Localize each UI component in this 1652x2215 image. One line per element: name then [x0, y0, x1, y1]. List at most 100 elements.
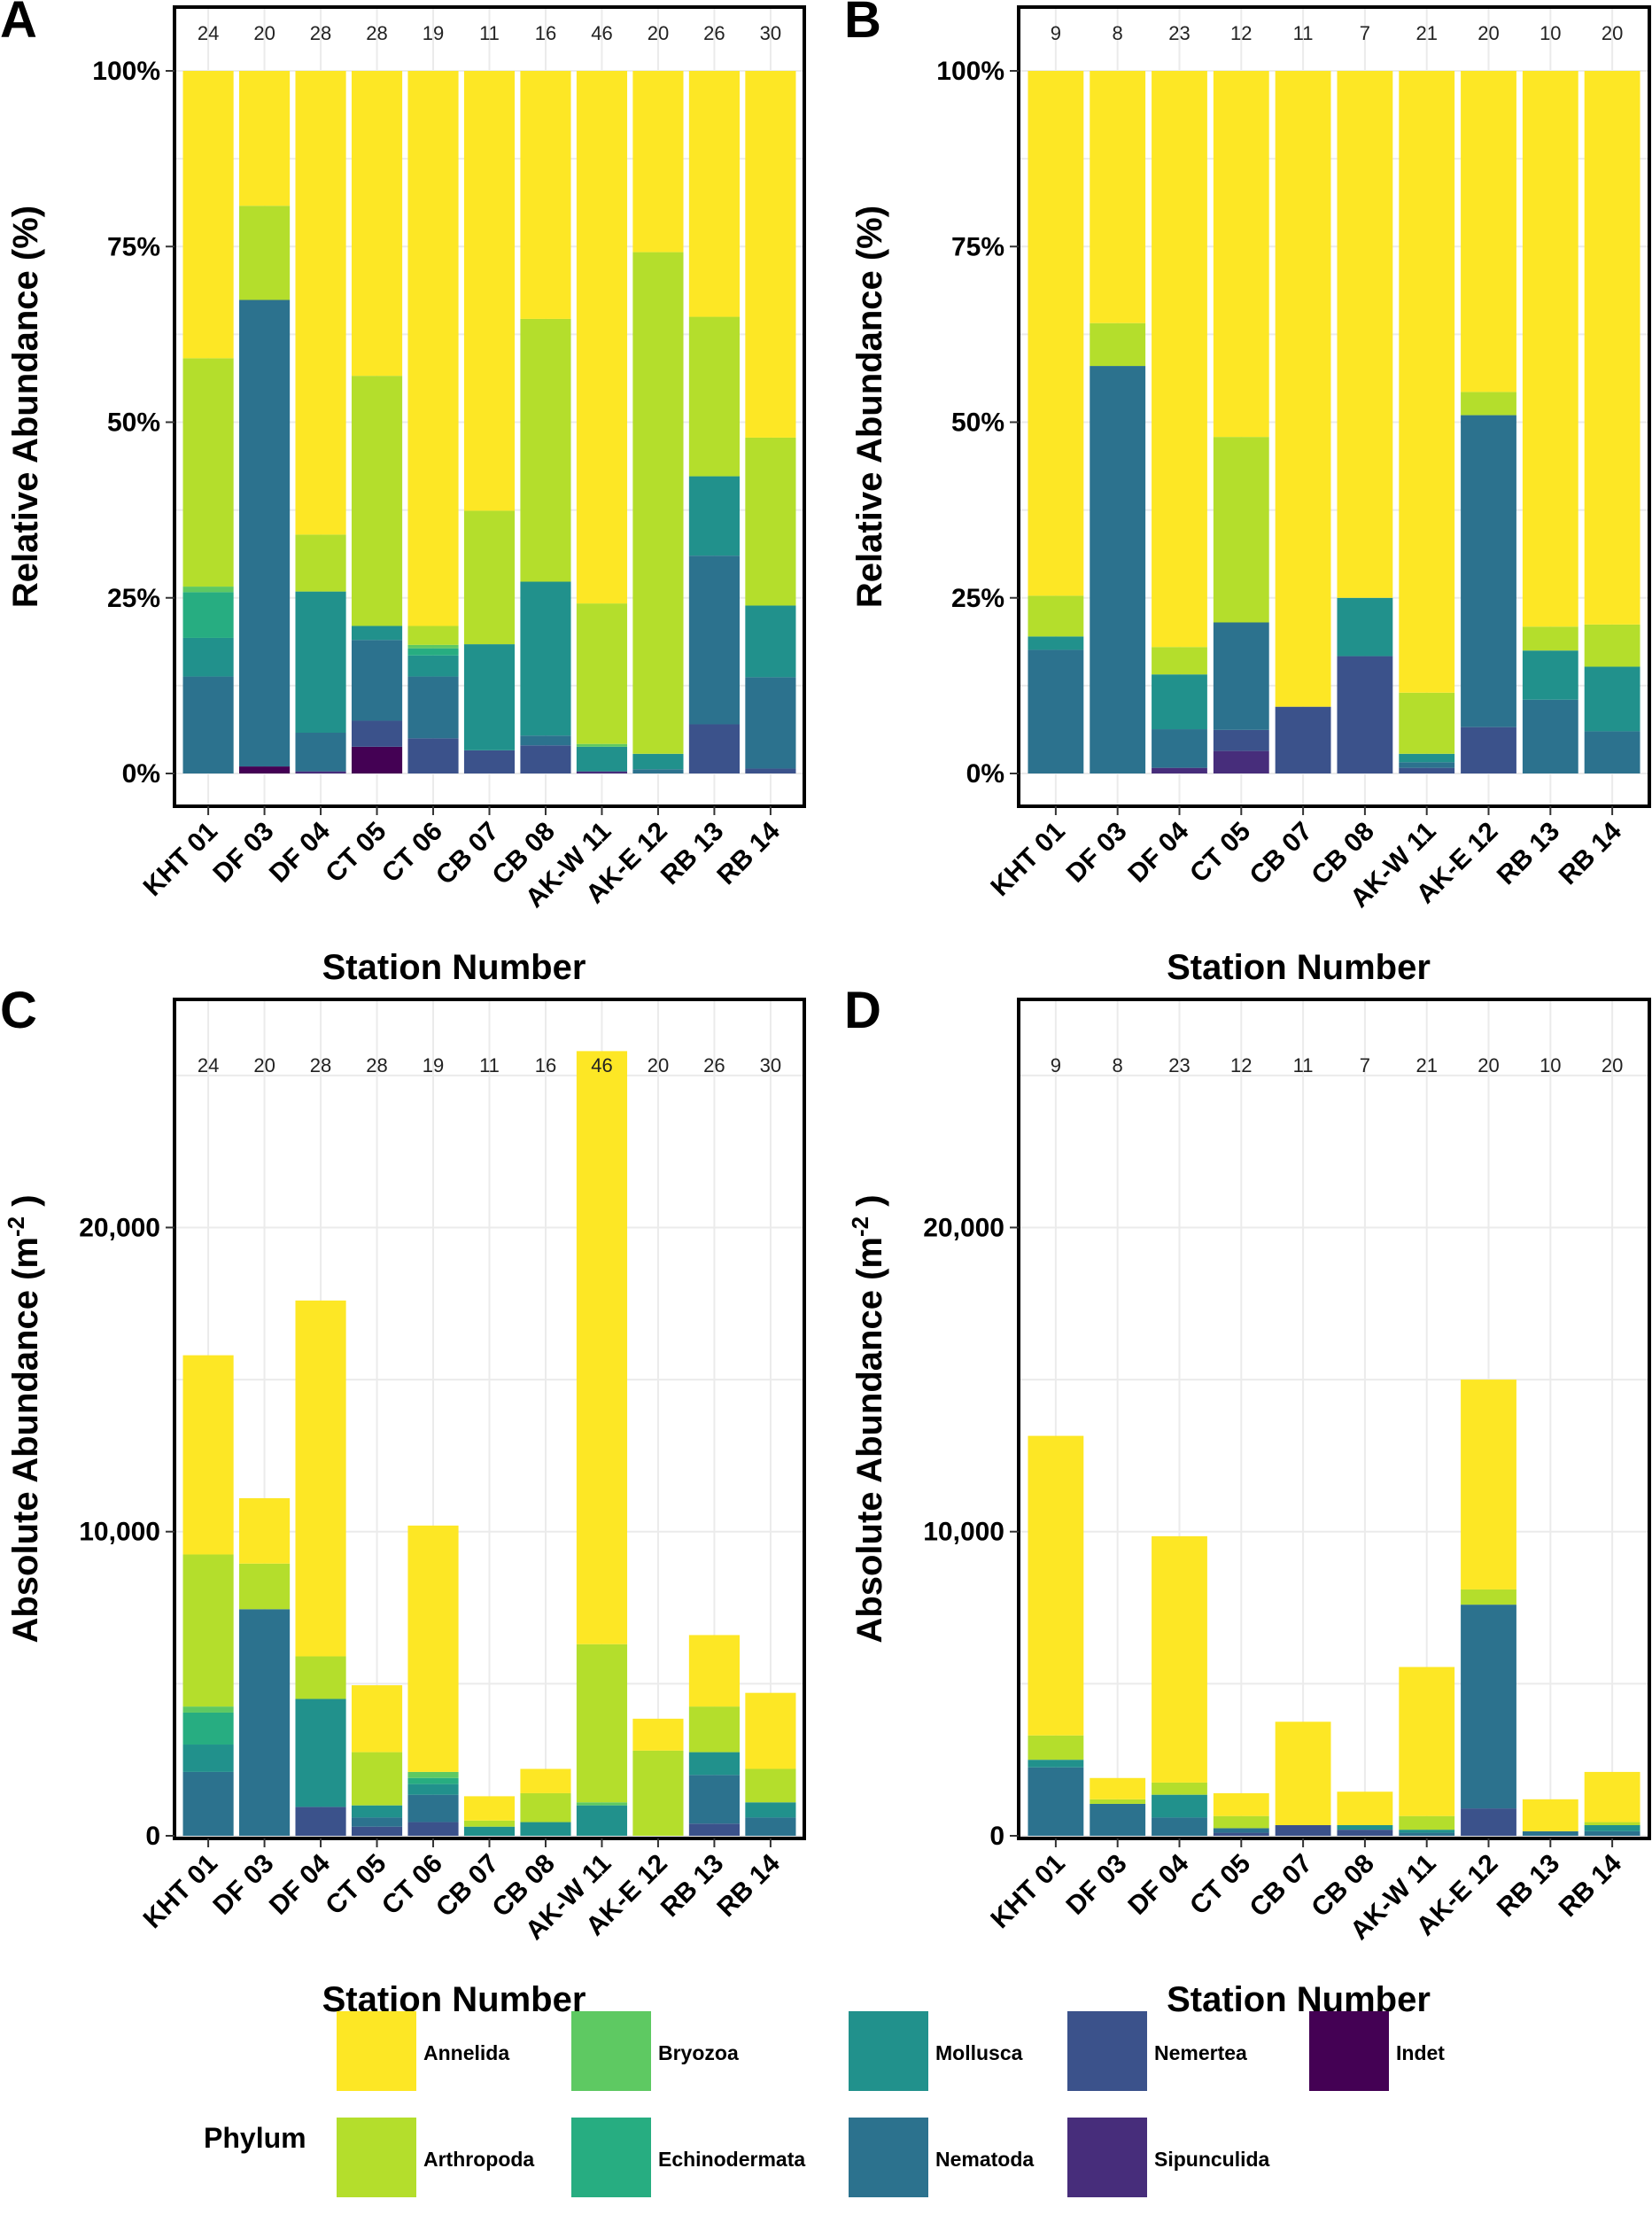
sample-count-label: 28 [310, 22, 331, 44]
bar-arthropoda-kht01 [1028, 1735, 1084, 1760]
legend-label: Echinodermata [658, 2148, 805, 2171]
bar-mollusca-ct06 [407, 1784, 459, 1795]
legend-item-indet: Indet [1309, 2011, 1445, 2091]
bar-arthropoda-rb13 [688, 1706, 740, 1753]
bar-nemertea-ct05 [351, 720, 403, 747]
y-tick-label: 50% [107, 408, 160, 438]
bar-sipunculida-ak-w11 [576, 771, 628, 773]
x-tick-label: DF 04 [264, 816, 336, 888]
bar-mollusca-ak-e12 [632, 753, 684, 770]
bar-mollusca-rb14 [745, 605, 796, 678]
bar-arthropoda-ct06 [407, 626, 459, 645]
sample-count-label: 19 [423, 22, 444, 44]
bar-nemertea-cb08 [1337, 656, 1393, 773]
bar-echinodermata-ct06 [407, 648, 459, 656]
bar-nemertea-cb08 [520, 745, 571, 773]
bars [1028, 1380, 1640, 1836]
bar-annelida-cb07 [463, 1796, 516, 1821]
bar-mollusca-cb07 [463, 644, 516, 750]
bar-annelida-ak-e12 [1461, 1380, 1516, 1589]
sample-count-labels: 9 8 23 12 11 7 21 20 10 20 [1051, 22, 1624, 44]
legend-item-arthropoda: Arthropoda [337, 2118, 534, 2197]
bar-bryozoa-ct06 [407, 1771, 459, 1778]
sample-count-label: 30 [760, 22, 781, 44]
bar-mollusca-kht01 [182, 1745, 234, 1772]
x-tick-label: DF 04 [264, 1848, 336, 1920]
bar-arthropoda-rb14 [745, 437, 796, 606]
bar-annelida-ak-e12 [632, 71, 684, 253]
legend-swatch [571, 2011, 651, 2091]
bar-annelida-df03 [1090, 1777, 1146, 1799]
bars [182, 1051, 796, 1836]
bar-annelida-df04 [295, 1300, 346, 1657]
bar-nematoda-ct06 [407, 1794, 459, 1823]
sample-count-label: 20 [1477, 22, 1499, 44]
bar-arthropoda-ak-e12 [1461, 1589, 1516, 1605]
bar-arthropoda-cb07 [463, 510, 516, 645]
y-tick-label: 100% [936, 57, 1004, 86]
x-tick-label: KHT 01 [985, 1849, 1070, 1934]
bar-nematoda-ct05 [351, 1817, 403, 1827]
bar-bryozoa-ak-w11 [576, 743, 628, 747]
bar-annelida-cb07 [1275, 71, 1331, 707]
sample-count-label: 28 [310, 1054, 331, 1076]
bar-arthropoda-df03 [239, 1563, 291, 1610]
x-tick-label: DF 03 [207, 1849, 279, 1921]
legend-swatch [1067, 2011, 1147, 2091]
bar-annelida-ak-w11 [1399, 71, 1455, 693]
bar-nematoda-df04 [295, 733, 346, 772]
legend-label: Nematoda [935, 2148, 1034, 2171]
bar-mollusca-cb07 [463, 1826, 516, 1836]
bar-nematoda-df04 [1152, 1817, 1207, 1836]
bar-annelida-kht01 [1028, 71, 1084, 596]
bar-nemertea-cb07 [1275, 1824, 1331, 1836]
bar-nematoda-df03 [239, 1609, 291, 1836]
bar-nematoda-kht01 [1028, 649, 1084, 773]
sample-count-label: 16 [535, 22, 556, 44]
legend-swatch [337, 2118, 416, 2197]
bar-nematoda-kht01 [182, 1771, 234, 1836]
bar-annelida-df03 [239, 71, 291, 206]
y-tick-label: 0% [122, 759, 160, 789]
bar-arthropoda-rb14 [1584, 1822, 1640, 1825]
bar-nematoda-ak-w11 [1399, 762, 1455, 768]
bar-nematoda-ct05 [1213, 622, 1269, 730]
bar-annelida-rb14 [745, 71, 796, 438]
sample-count-label: 10 [1540, 1054, 1561, 1076]
legend-swatch [571, 2118, 651, 2197]
bar-bryozoa-kht01 [182, 1706, 234, 1713]
sample-count-labels: 24 20 28 28 19 11 16 46 20 26 30 [198, 22, 781, 44]
bar-arthropoda-df04 [1152, 647, 1207, 675]
x-tick-label: DF 04 [1122, 1848, 1194, 1920]
sample-count-label: 7 [1360, 1054, 1370, 1076]
sample-count-label: 30 [760, 1054, 781, 1076]
bar-annelida-cb08 [1337, 71, 1393, 598]
legend-label: Sipunculida [1154, 2148, 1270, 2171]
bar-nematoda-kht01 [1028, 1767, 1084, 1836]
panel-b: 9 8 23 12 11 7 21 20 10 200%25%50%75%100%KHT 01DF… [844, 0, 1651, 987]
bar-mollusca-ak-w11 [1399, 753, 1455, 763]
y-tick-label: 75% [951, 232, 1004, 261]
bar-mollusca-df04 [1152, 1794, 1207, 1818]
y-tick-label: 20,000 [79, 1213, 160, 1242]
x-tick-label: CB 07 [1245, 817, 1318, 890]
bar-nemertea-cb08 [1337, 1830, 1393, 1836]
bar-annelida-ct06 [407, 1525, 459, 1772]
panel-letter: A [0, 0, 37, 49]
legend-label: Indet [1396, 2041, 1445, 2064]
bar-mollusca-ct05 [351, 1805, 403, 1818]
bar-bryozoa-kht01 [182, 587, 234, 593]
bar-nemertea-ct05 [351, 1826, 403, 1836]
x-tick-label: DF 03 [1061, 817, 1133, 889]
sample-count-label: 11 [479, 22, 500, 44]
bar-annelida-cb07 [1275, 1721, 1331, 1825]
legend-label: Arthropoda [423, 2148, 534, 2171]
bar-indet-ct05 [351, 746, 403, 773]
y-axis: 0 10,000 20,000 [923, 1213, 1019, 1851]
sample-count-label: 23 [1168, 22, 1190, 44]
bar-arthropoda-df03 [1090, 1799, 1146, 1804]
bar-nematoda-ak-e12 [632, 769, 684, 773]
legend-swatch [337, 2011, 416, 2091]
